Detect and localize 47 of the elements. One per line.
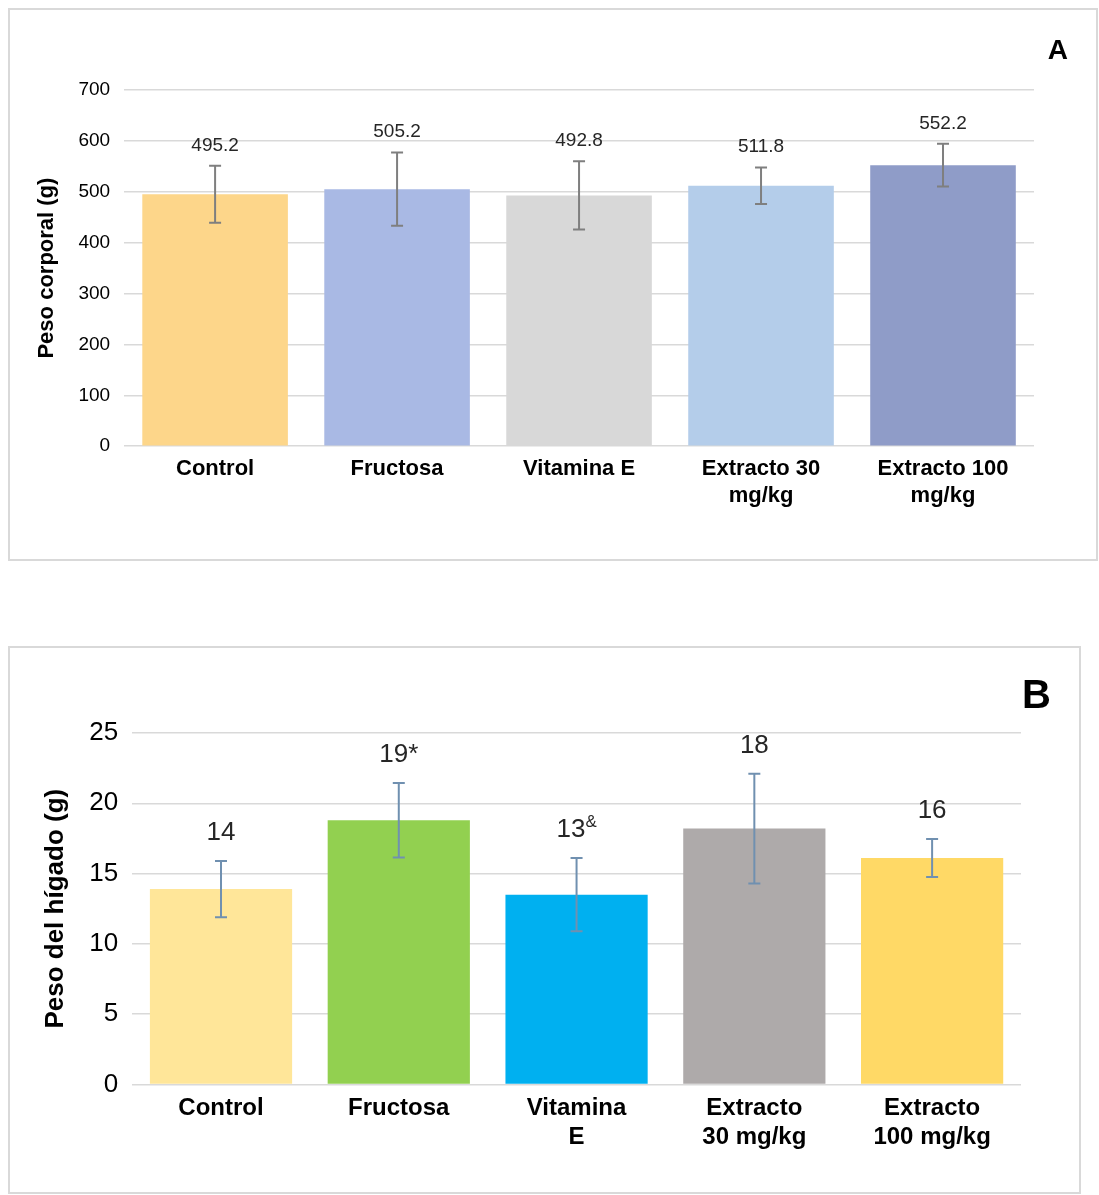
x-tick-label: Fructosa — [350, 455, 445, 481]
y-axis-title: Peso corporal (g) — [33, 177, 59, 359]
bar — [505, 894, 648, 1084]
text: A — [1047, 34, 1068, 66]
y-tick-label: 200 — [78, 332, 111, 354]
data-label: 13& — [556, 811, 597, 844]
y-tick-label: 5 — [103, 997, 119, 1028]
data-label: 18 — [739, 728, 769, 759]
y-tick-label: 400 — [78, 230, 111, 252]
y-tick-label: 0 — [103, 1067, 119, 1098]
x-tick-label: Vitamina E — [526, 1093, 628, 1150]
y-tick-label: 300 — [78, 281, 111, 303]
data-label: 505.2 — [373, 120, 421, 142]
y-tick-label: 15 — [89, 856, 119, 887]
y-tick-label: 10 — [89, 927, 119, 958]
bar — [861, 858, 1004, 1084]
data-label: 16 — [917, 794, 947, 825]
x-tick-label: Fructosa — [348, 1093, 451, 1121]
y-tick-label: 20 — [89, 786, 119, 817]
y-tick-label: 25 — [89, 716, 119, 747]
data-label: 19* — [379, 738, 419, 769]
bar — [870, 165, 1016, 446]
data-label: 14 — [206, 816, 236, 847]
bar — [149, 889, 293, 1084]
data-label: 495.2 — [191, 133, 239, 155]
bar — [324, 189, 470, 446]
x-tick-label: Extracto 100 mg/kg — [873, 1093, 991, 1150]
x-tick-label: Extracto 100 mg/kg — [877, 455, 1009, 507]
y-tick-label: 700 — [78, 78, 111, 100]
y-tick-label: 0 — [99, 434, 111, 456]
y-tick-label: 600 — [78, 129, 111, 151]
x-tick-label: Control — [178, 1093, 264, 1121]
text: B — [1022, 672, 1051, 717]
data-label: 552.2 — [919, 111, 967, 133]
bar — [327, 820, 470, 1084]
y-axis-title: Peso del hígado (g) — [38, 788, 69, 1029]
bar — [688, 185, 834, 446]
data-label: 511.8 — [737, 135, 785, 157]
y-tick-label: 100 — [78, 383, 111, 405]
x-tick-label: Vitamina E — [523, 455, 636, 481]
bar — [142, 194, 288, 446]
x-tick-label: Control — [175, 455, 255, 481]
bar — [683, 828, 826, 1084]
data-label: 492.8 — [555, 129, 603, 151]
x-tick-label: Extracto 30 mg/kg — [701, 455, 821, 507]
y-tick-label: 500 — [78, 180, 111, 202]
x-tick-label: Extracto 30 mg/kg — [702, 1093, 807, 1150]
